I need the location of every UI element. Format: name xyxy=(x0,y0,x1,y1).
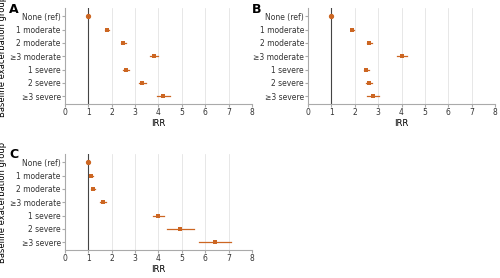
Text: A: A xyxy=(9,3,18,16)
X-axis label: IRR: IRR xyxy=(152,119,166,128)
Text: B: B xyxy=(252,3,262,16)
Y-axis label: Baseline exacerbation group: Baseline exacerbation group xyxy=(0,0,7,117)
X-axis label: IRR: IRR xyxy=(394,119,408,128)
Text: C: C xyxy=(9,148,18,162)
Y-axis label: Baseline exacerbation group: Baseline exacerbation group xyxy=(0,142,7,263)
X-axis label: IRR: IRR xyxy=(152,265,166,274)
